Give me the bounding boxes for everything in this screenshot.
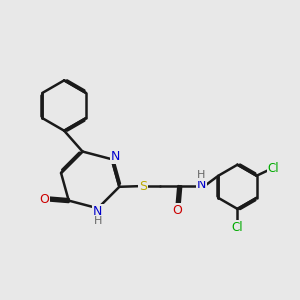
Text: O: O <box>39 193 49 206</box>
Text: H: H <box>197 170 206 181</box>
Text: H: H <box>94 216 102 226</box>
Text: O: O <box>173 204 182 217</box>
Text: N: N <box>111 150 120 163</box>
Text: S: S <box>139 180 147 193</box>
Text: Cl: Cl <box>268 162 279 175</box>
Text: N: N <box>196 178 206 191</box>
Text: N: N <box>93 205 103 218</box>
Text: Cl: Cl <box>232 221 243 234</box>
